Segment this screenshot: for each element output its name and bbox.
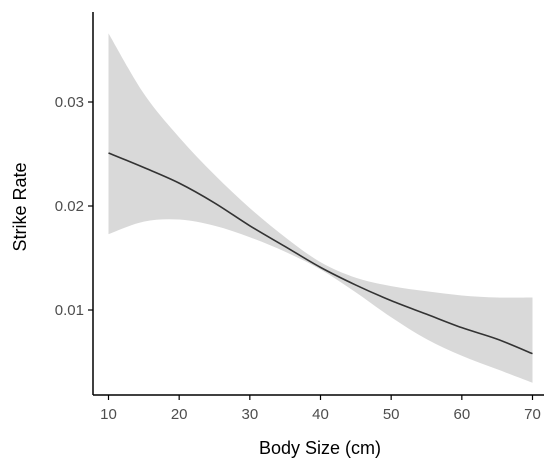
x-axis-title: Body Size (cm) <box>259 438 381 458</box>
y-tick-label: 0.01 <box>55 302 84 319</box>
y-tick-label: 0.02 <box>55 198 84 215</box>
y-tick-label: 0.03 <box>55 94 84 111</box>
x-tick-label: 40 <box>312 406 329 423</box>
x-tick-label: 60 <box>453 406 470 423</box>
x-ticks: 10 20 30 40 50 60 70 <box>100 395 541 423</box>
x-tick-label: 20 <box>171 406 188 423</box>
y-axis-title: Strike Rate <box>10 162 30 251</box>
fitted-line-layer <box>108 152 533 355</box>
x-tick-label: 50 <box>383 406 400 423</box>
x-tick-label: 70 <box>524 406 541 423</box>
y-ticks: 0.01 0.02 0.03 <box>55 94 93 319</box>
confidence-band <box>108 33 533 383</box>
axes <box>92 12 544 396</box>
confidence-band-layer <box>108 33 533 383</box>
x-tick-label: 10 <box>100 406 117 423</box>
fitted-line <box>108 152 533 355</box>
x-tick-label: 30 <box>241 406 258 423</box>
